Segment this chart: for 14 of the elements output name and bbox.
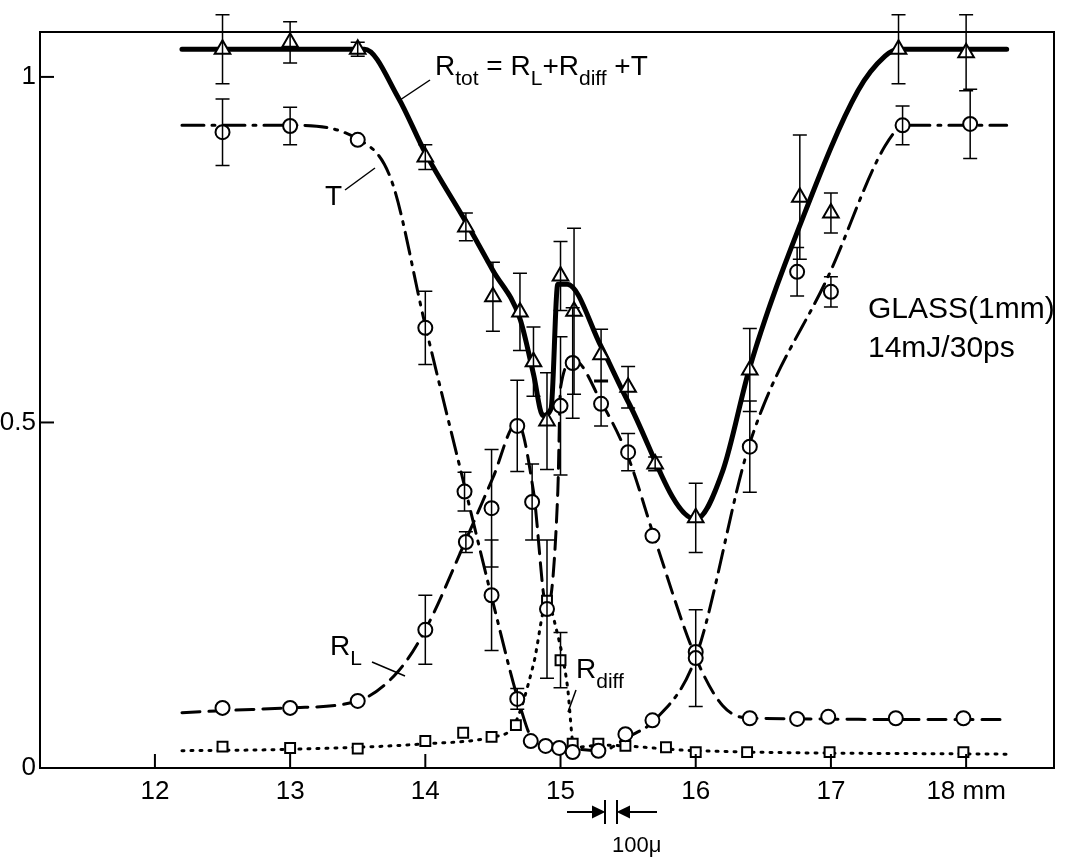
legend-label: T — [325, 180, 343, 211]
y-tick-label: 0.5 — [0, 405, 36, 436]
x-tick-label: 17 — [816, 774, 846, 805]
y-tick-label: 0 — [21, 751, 36, 782]
x-tick-label: 18 mm — [926, 774, 1006, 805]
annotation: GLASS(1mm) — [868, 291, 1055, 324]
annotation: 14mJ/30ps — [868, 330, 1015, 363]
y-tick-label: 1 — [21, 60, 36, 91]
x-tick-label: 12 — [140, 774, 170, 805]
x-tick-label: 15 — [546, 774, 575, 805]
x-tick-label: 14 — [410, 774, 440, 805]
x-tick-label: 13 — [275, 774, 305, 805]
x-tick-label: 16 — [681, 774, 711, 805]
text: 100μ — [612, 832, 662, 857]
